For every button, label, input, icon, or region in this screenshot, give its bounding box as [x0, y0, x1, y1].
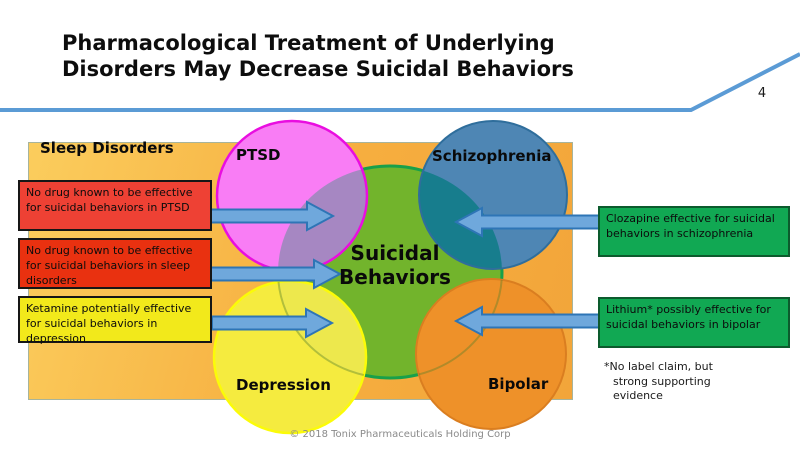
arrow-bipolar — [453, 305, 613, 337]
callout-schizophrenia: Clozapine effective for suicidal behavio… — [598, 206, 790, 257]
suicidal-behaviors-label: Suicidal Behaviors — [339, 241, 451, 289]
callout-sleep-disorders: No drug known to be effective for suicid… — [18, 238, 212, 289]
arrow-schizophrenia — [453, 206, 613, 238]
page-number: 4 — [757, 86, 767, 101]
depression-label: Depression — [236, 376, 331, 394]
bipolar-circle-outline — [415, 278, 567, 430]
ptsd-label: PTSD — [236, 146, 281, 164]
callout-ptsd: No drug known to be effective for suicid… — [18, 180, 212, 231]
arrow-depression — [211, 307, 335, 339]
callout-depression: Ketamine potentially effective for suici… — [18, 296, 212, 345]
arrow-sleep-disorders — [209, 258, 343, 290]
sleep-disorders-label: Sleep Disorders — [40, 139, 174, 157]
schizophrenia-label: Schizophrenia — [432, 147, 552, 165]
callout-bipolar: Lithium* possibly effective for suicidal… — [598, 297, 790, 348]
schizophrenia-circle-outline — [418, 120, 568, 270]
arrow-ptsd — [207, 200, 336, 232]
copyright-footer: © 2018 Tonix Pharmaceuticals Holding Cor… — [289, 429, 511, 440]
lithium-footnote: *No label claim, but strong supporting e… — [604, 360, 713, 402]
bipolar-label: Bipolar — [488, 375, 549, 393]
